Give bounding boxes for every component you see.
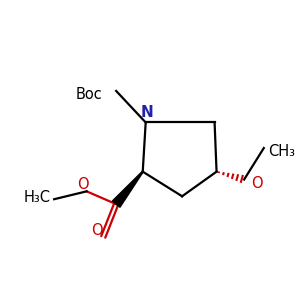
Text: Boc: Boc — [76, 87, 102, 102]
Text: O: O — [251, 176, 262, 191]
Text: CH₃: CH₃ — [268, 145, 295, 160]
Text: N: N — [140, 105, 153, 120]
Text: O: O — [91, 223, 102, 238]
Text: O: O — [77, 177, 88, 192]
Text: H₃C: H₃C — [23, 190, 50, 205]
Polygon shape — [112, 171, 143, 207]
